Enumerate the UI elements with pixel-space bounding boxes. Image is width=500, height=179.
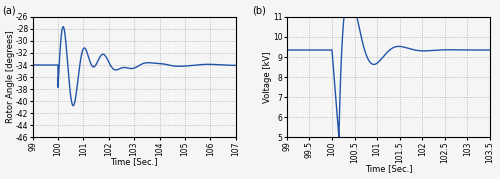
Y-axis label: Rotor Angle [degrees]: Rotor Angle [degrees] [6, 31, 15, 123]
X-axis label: Time [Sec.]: Time [Sec.] [364, 165, 412, 173]
Text: (b): (b) [252, 6, 266, 16]
X-axis label: Time [Sec.]: Time [Sec.] [110, 157, 158, 166]
Text: (a): (a) [2, 6, 16, 16]
Y-axis label: Voltage [kV]: Voltage [kV] [262, 51, 272, 103]
